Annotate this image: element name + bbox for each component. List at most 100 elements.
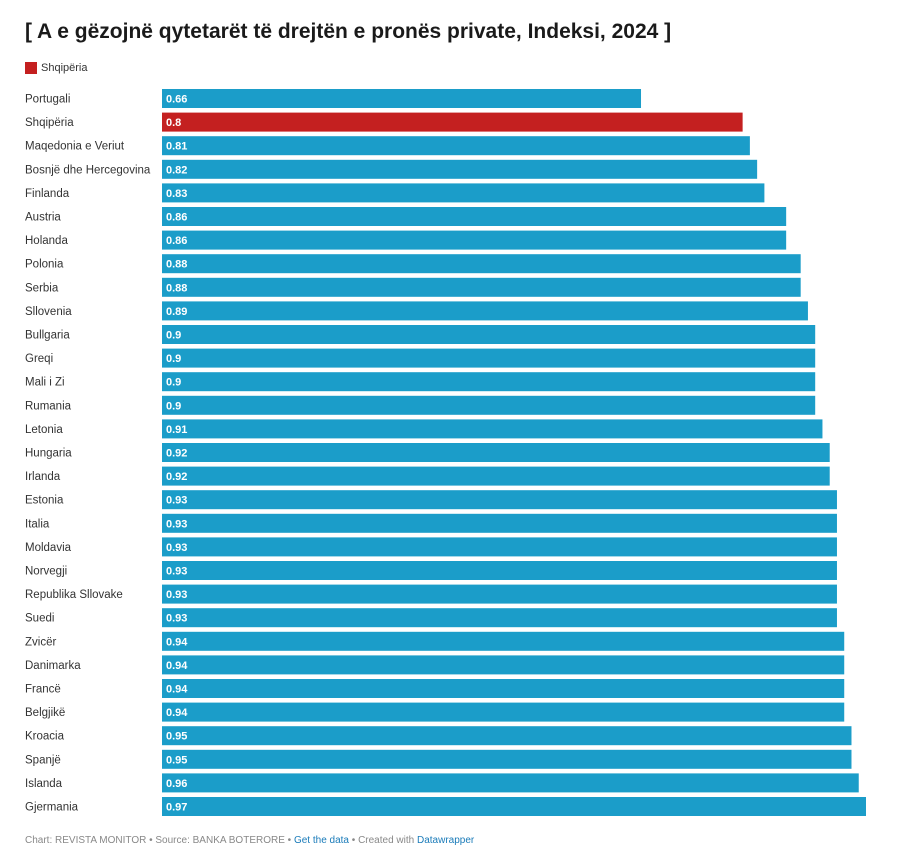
value-label: 0.97 (166, 802, 187, 814)
bar (162, 183, 765, 203)
bar (162, 773, 859, 793)
category-label: Estonia (25, 495, 64, 507)
category-label: Holanda (25, 235, 68, 247)
created-with-text: Created with (358, 835, 417, 846)
footer-separator: • (349, 835, 359, 846)
category-label: Spanjë (25, 754, 61, 766)
bar (162, 655, 845, 675)
legend-label: Shqipëria (41, 62, 88, 74)
category-label: Portugali (25, 94, 70, 106)
bar-chart: Portugali 0.66 Shqipëria 0.8 Maqedonia e Ver… (25, 89, 866, 816)
category-label: Bosnjë dhe Hercegovina (25, 164, 151, 176)
category-label: Shqipëria (25, 117, 74, 129)
category-label: Danimarka (25, 660, 81, 672)
value-label: 0.93 (166, 589, 187, 601)
bar (162, 797, 866, 816)
bar (162, 207, 787, 226)
value-label: 0.81 (166, 141, 187, 153)
category-label: Republika Sllovake (25, 589, 123, 601)
datawrapper-link[interactable]: Datawrapper (416, 835, 475, 846)
value-label: 0.8 (166, 117, 181, 129)
category-label: Kroacia (25, 731, 65, 743)
value-label: 0.93 (166, 518, 187, 530)
bar (162, 395, 816, 415)
bar (162, 490, 837, 510)
value-label: 0.9 (166, 330, 181, 342)
bar (162, 679, 845, 698)
value-label: 0.93 (166, 495, 187, 507)
category-label: Zvicër (25, 636, 56, 648)
category-label: Maqedonia e Veriut (25, 141, 125, 153)
category-label: Moldavia (25, 542, 72, 554)
value-label: 0.91 (166, 424, 187, 436)
value-label: 0.93 (166, 542, 187, 554)
value-label: 0.93 (166, 566, 187, 578)
value-label: 0.66 (166, 94, 187, 106)
bar-highlight (162, 112, 743, 132)
value-label: 0.94 (166, 636, 188, 648)
category-label: Letonia (25, 424, 63, 436)
bar (162, 89, 642, 108)
bar (162, 325, 816, 344)
bar (162, 348, 816, 368)
value-label: 0.95 (166, 731, 187, 743)
legend-swatch (25, 62, 37, 74)
value-label: 0.9 (166, 377, 181, 389)
category-label: Hungaria (25, 448, 72, 460)
bar (162, 443, 830, 462)
value-label: 0.94 (166, 707, 188, 719)
bar (162, 513, 837, 533)
footer: Chart: REVISTA MONITOR • Source: BANKA B… (25, 835, 474, 846)
value-label: 0.83 (166, 188, 187, 200)
bar (162, 159, 758, 179)
value-label: 0.89 (166, 306, 187, 318)
bar (162, 631, 845, 651)
bar (162, 136, 750, 156)
value-label: 0.93 (166, 613, 187, 625)
bar (162, 608, 837, 628)
footer-separator: • (284, 835, 294, 846)
category-label: Suedi (25, 613, 54, 625)
category-label: Rumania (25, 400, 72, 412)
category-label: Mali i Zi (25, 377, 65, 389)
category-label: Norvegji (25, 566, 67, 578)
value-label: 0.92 (166, 448, 187, 460)
value-label: 0.92 (166, 471, 187, 483)
legend: Shqipëria (25, 62, 87, 74)
category-label: Austria (25, 212, 61, 224)
bar (162, 726, 852, 746)
get-the-data-link[interactable]: Get the data (293, 835, 349, 846)
value-label: 0.86 (166, 212, 187, 224)
category-label: Francë (25, 684, 61, 696)
category-label: Gjermania (25, 802, 79, 814)
bar (162, 277, 801, 297)
value-label: 0.9 (166, 400, 181, 412)
chart-title: [ A e gëzojnë qytetarët të drejtën e pro… (25, 20, 672, 43)
value-label: 0.94 (166, 684, 188, 696)
value-label: 0.96 (166, 778, 187, 790)
value-label: 0.88 (166, 259, 187, 271)
bar (162, 230, 787, 250)
bar (162, 749, 852, 769)
category-label: Polonia (25, 259, 64, 271)
source-text: Source: BANKA BOTERORE (155, 835, 285, 846)
category-label: Belgjikë (25, 707, 65, 719)
bar (162, 254, 801, 274)
bar (162, 301, 808, 321)
value-label: 0.86 (166, 235, 187, 247)
value-label: 0.88 (166, 282, 187, 294)
value-label: 0.9 (166, 353, 181, 365)
category-label: Italia (25, 518, 50, 530)
bar (162, 561, 837, 580)
footer-separator: • (146, 835, 156, 846)
bar (162, 419, 823, 439)
category-label: Greqi (25, 353, 53, 365)
bar (162, 537, 837, 557)
value-label: 0.95 (166, 754, 187, 766)
bar (162, 584, 837, 604)
chart-credit: Chart: REVISTA MONITOR (25, 835, 147, 846)
category-label: Serbia (25, 282, 59, 294)
category-label: Irlanda (25, 471, 61, 483)
value-label: 0.94 (166, 660, 188, 672)
category-label: Islanda (25, 778, 63, 790)
